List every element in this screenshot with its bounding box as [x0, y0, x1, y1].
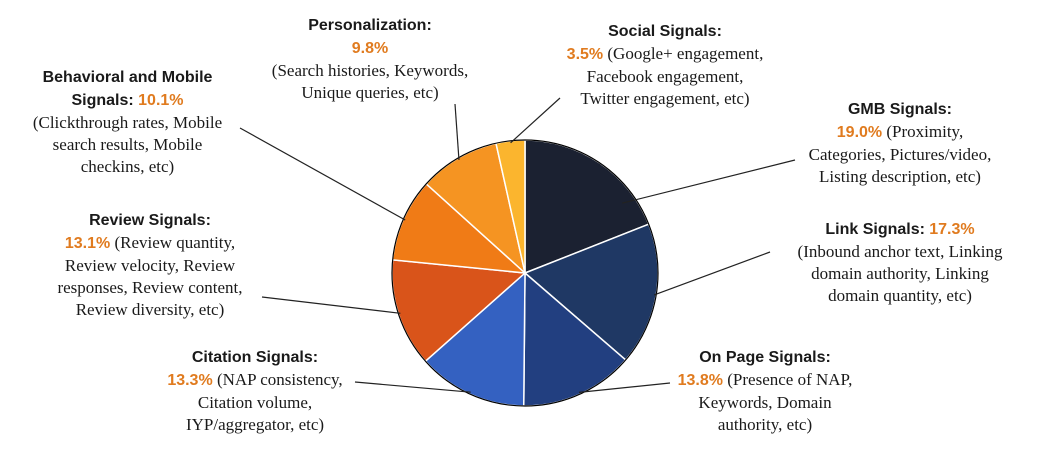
label-citation-signals: Citation Signals: 13.3% (NAP consistency… [167, 349, 343, 434]
pie-slices [391, 139, 659, 407]
leader-line-4 [261, 296, 401, 314]
label-on-page-signals: On Page Signals: 13.8% (Presence of NAP,… [677, 349, 853, 434]
label-review-signals: Review Signals: 13.1% (Review quantity, … [57, 212, 243, 319]
pie-outline [391, 139, 659, 407]
leader-line-2 [578, 382, 671, 393]
leader-line-7 [510, 97, 561, 144]
leader-line-5 [239, 127, 406, 221]
leader-line-1 [653, 251, 771, 296]
label-behavioral-mobile-signals: Behavioral and Mobile Signals: 10.1% (Cl… [32, 69, 223, 176]
leader-line-6 [454, 103, 460, 160]
label-personalization: Personalization: 9.8% (Search histories,… [271, 17, 469, 102]
label-gmb-signals: GMB Signals: 19.0% (Proximity, Categorie… [808, 101, 992, 186]
label-social-signals: Social Signals: 3.5% (Google+ engagement… [566, 23, 764, 108]
leader-lines [239, 97, 796, 393]
label-link-signals: Link Signals: 17.3% (Inbound anchor text… [797, 221, 1003, 305]
leader-line-3 [354, 381, 471, 393]
leader-line-0 [622, 159, 796, 204]
